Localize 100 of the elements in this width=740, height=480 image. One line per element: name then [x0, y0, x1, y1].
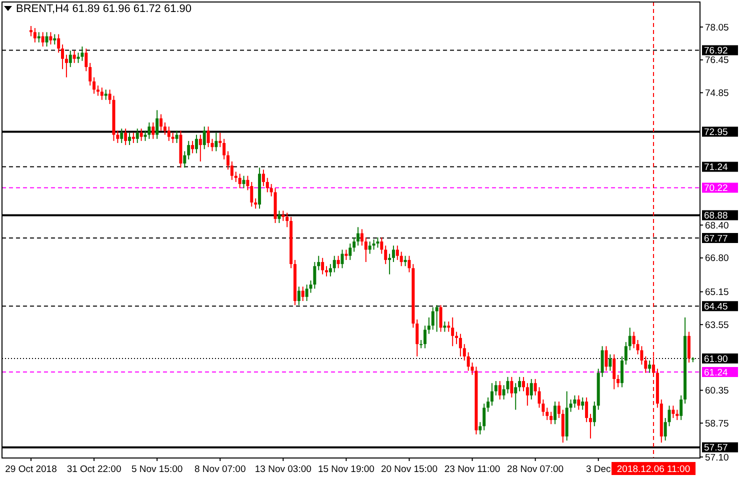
candlestick	[518, 376, 522, 392]
candlestick	[160, 114, 163, 132]
x-tick-label: 2018.12.06 11:00	[616, 464, 690, 475]
candlestick	[128, 132, 131, 146]
candlestick	[234, 171, 238, 182]
candlestick	[424, 325, 426, 349]
candlestick	[439, 304, 442, 332]
ref-line-label: 70.22	[704, 183, 728, 194]
candlestick	[380, 236, 384, 254]
ref-line-label: 57.57	[704, 442, 728, 454]
candlestick	[270, 184, 273, 197]
candlestick	[187, 140, 190, 160]
candlestick	[120, 128, 124, 144]
candlestick	[163, 122, 166, 136]
candlestick	[600, 346, 604, 378]
candlestick	[368, 240, 372, 254]
candlestick	[64, 54, 68, 78]
candlestick	[104, 89, 108, 100]
candlestick	[124, 128, 128, 146]
candlestick	[478, 422, 482, 435]
candlestick	[340, 249, 344, 269]
x-tick-label: 8 Nov 07:00	[194, 464, 246, 475]
candlestick	[569, 399, 572, 412]
candlestick	[156, 110, 159, 140]
candlestick	[80, 46, 84, 62]
candlestick	[84, 48, 88, 72]
candlestick	[41, 32, 44, 48]
candlestick	[592, 401, 596, 427]
x-tick-label: 15 Nov 19:00	[318, 464, 374, 475]
candlestick	[585, 396, 588, 423]
x-tick-label: 13 Nov 03:00	[254, 464, 312, 475]
candlestick	[498, 380, 502, 400]
y-tick-label: 74.85	[705, 88, 729, 100]
candlestick	[238, 173, 242, 189]
candlestick	[672, 405, 675, 418]
candlestick	[167, 126, 170, 142]
candlestick	[416, 318, 419, 357]
candlestick	[313, 262, 316, 290]
ref-line-label: 72.95	[704, 127, 728, 138]
candlestick	[400, 251, 403, 267]
candlestick	[396, 245, 399, 260]
candlestick	[321, 257, 324, 275]
candlestick	[30, 26, 32, 37]
candlestick	[92, 76, 96, 94]
candlestick	[191, 140, 194, 154]
candlestick	[392, 245, 395, 263]
candlestick	[317, 255, 320, 271]
candlestick	[33, 28, 36, 43]
candlestick	[447, 321, 450, 332]
x-tick-label: 29 Oct 2018	[5, 464, 57, 475]
ref-line-label: 68.88	[704, 210, 728, 222]
candlestick	[427, 316, 430, 334]
candlestick	[242, 175, 246, 189]
candlestick	[356, 226, 360, 246]
candlestick	[581, 396, 584, 410]
candlestick	[100, 87, 104, 100]
candlestick	[687, 331, 690, 364]
candlestick	[604, 346, 608, 372]
ref-line-label: 61.24	[704, 367, 728, 378]
candlestick	[616, 374, 620, 388]
y-tick-label: 78.05	[705, 22, 729, 34]
candlestick	[680, 394, 683, 421]
y-tick-label: 58.75	[705, 418, 729, 430]
candlestick	[266, 177, 269, 193]
candlestick	[254, 198, 258, 210]
candlestick	[183, 150, 186, 168]
candlestick	[588, 413, 592, 440]
candlestick	[668, 405, 671, 427]
candlestick	[230, 160, 234, 180]
candlestick	[88, 62, 92, 86]
candlestick	[550, 411, 553, 425]
candlestick	[408, 255, 411, 273]
candlestick	[664, 417, 667, 442]
candlestick	[458, 333, 462, 357]
candlestick	[632, 331, 636, 349]
candlestick	[96, 85, 100, 96]
candlestick	[624, 342, 628, 366]
candlestick	[148, 122, 151, 140]
candlestick	[198, 134, 202, 162]
x-tick-label: 5 Nov 15:00	[131, 464, 183, 475]
candlestick	[490, 382, 494, 406]
ref-line-label: 76.92	[704, 46, 728, 57]
ref-line-label: 64.45	[704, 301, 728, 312]
candlestick	[332, 255, 336, 273]
candlestick	[222, 138, 226, 160]
candlestick	[226, 150, 230, 170]
candlestick	[561, 409, 564, 444]
candlestick	[206, 126, 210, 148]
candlestick	[57, 34, 60, 54]
x-tick-label: 3 Dec	[586, 464, 612, 475]
candlestick	[336, 255, 340, 269]
candlestick	[202, 126, 206, 150]
candlestick	[132, 132, 135, 144]
y-tick-label: 66.80	[705, 253, 729, 264]
candlestick	[348, 243, 352, 260]
candlestick	[250, 181, 254, 208]
candlestick	[534, 378, 537, 396]
candlestick	[72, 50, 76, 64]
ref-line-label: 67.77	[704, 233, 728, 244]
candlestick	[628, 327, 632, 351]
